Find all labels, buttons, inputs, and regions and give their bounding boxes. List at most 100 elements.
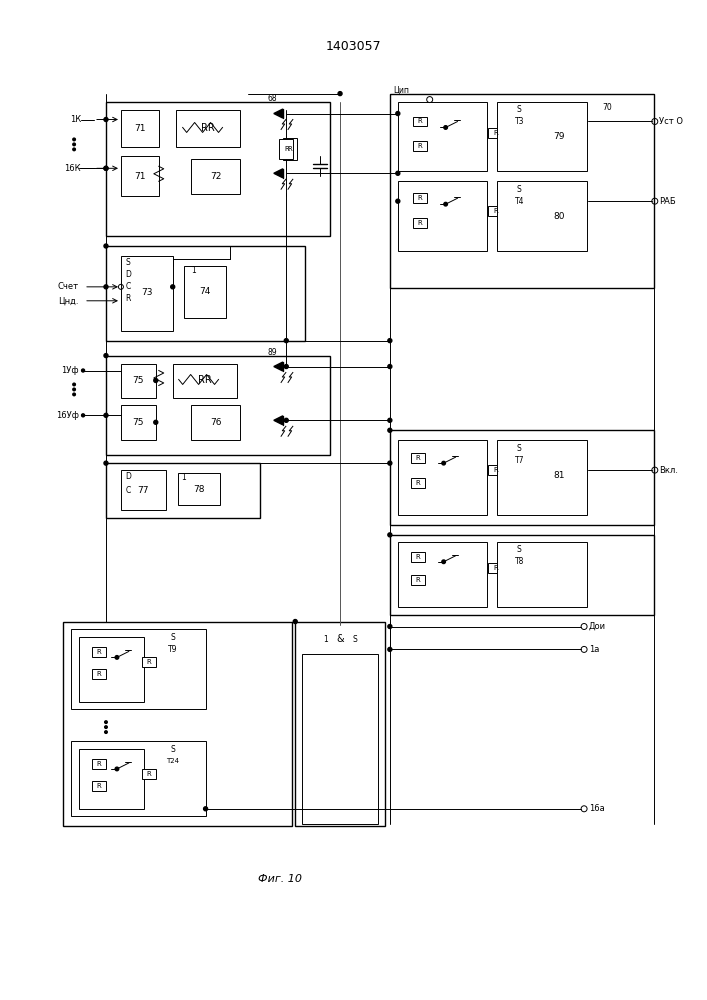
Text: 16К: 16К <box>64 164 81 173</box>
Bar <box>411 478 425 488</box>
Text: RR: RR <box>201 123 214 133</box>
Circle shape <box>115 656 119 659</box>
Circle shape <box>396 112 400 116</box>
Text: R: R <box>288 146 293 152</box>
Bar <box>173 364 238 398</box>
Circle shape <box>204 807 208 811</box>
Circle shape <box>442 461 445 465</box>
Bar <box>92 759 106 769</box>
Text: R: R <box>417 118 422 124</box>
Circle shape <box>388 339 392 343</box>
Circle shape <box>284 339 288 343</box>
Bar <box>398 542 487 607</box>
Bar <box>177 473 220 505</box>
Polygon shape <box>274 362 283 371</box>
Text: 80: 80 <box>554 212 565 221</box>
Bar <box>142 657 156 667</box>
Text: 1Уф: 1Уф <box>62 366 79 375</box>
Text: R: R <box>97 761 101 767</box>
Text: C: C <box>125 486 131 495</box>
Text: Вкл.: Вкл. <box>659 466 678 475</box>
Bar <box>106 246 305 341</box>
Bar <box>413 193 427 203</box>
Text: 73: 73 <box>141 288 153 297</box>
Text: R: R <box>97 783 101 789</box>
Bar <box>489 128 503 138</box>
Bar <box>71 629 206 709</box>
Text: R: R <box>416 577 420 583</box>
Text: Цип: Цип <box>393 85 409 94</box>
Bar <box>390 535 654 615</box>
Polygon shape <box>274 109 283 118</box>
Circle shape <box>104 354 108 358</box>
Text: T9: T9 <box>168 645 177 654</box>
Text: 68: 68 <box>267 94 277 103</box>
Circle shape <box>293 620 297 624</box>
Text: S: S <box>517 185 522 194</box>
Circle shape <box>388 418 392 422</box>
Bar <box>63 622 292 826</box>
Text: R: R <box>493 208 498 214</box>
Circle shape <box>73 138 76 141</box>
Polygon shape <box>274 416 283 425</box>
Text: 1403057: 1403057 <box>325 40 381 53</box>
Text: RR: RR <box>198 375 211 385</box>
Circle shape <box>104 166 108 170</box>
Bar <box>284 138 297 160</box>
Text: Уст О: Уст О <box>659 117 683 126</box>
Bar <box>121 405 156 440</box>
Bar <box>279 139 293 159</box>
Circle shape <box>444 126 448 129</box>
Text: T4: T4 <box>515 197 524 206</box>
Circle shape <box>442 560 445 564</box>
Bar <box>398 102 487 171</box>
Text: 81: 81 <box>554 471 565 480</box>
Circle shape <box>105 731 107 733</box>
Text: D: D <box>125 270 131 279</box>
Circle shape <box>73 383 76 386</box>
Text: S: S <box>517 545 522 554</box>
Circle shape <box>104 285 108 289</box>
Text: S: S <box>353 635 357 644</box>
Bar <box>106 102 330 236</box>
Bar <box>191 405 240 440</box>
Bar <box>79 637 144 702</box>
Text: T7: T7 <box>515 456 524 465</box>
Bar <box>413 218 427 228</box>
Bar <box>121 364 156 398</box>
Bar <box>121 110 159 147</box>
Circle shape <box>73 143 76 146</box>
Circle shape <box>338 92 342 96</box>
Text: 71: 71 <box>134 124 146 133</box>
Polygon shape <box>274 169 283 178</box>
Text: R: R <box>417 220 422 226</box>
Circle shape <box>104 244 108 248</box>
Text: Цнд.: Цнд. <box>59 296 79 305</box>
Circle shape <box>104 413 108 417</box>
Bar <box>398 440 487 515</box>
Bar <box>489 206 503 216</box>
Text: T8: T8 <box>515 557 524 566</box>
Circle shape <box>170 285 175 289</box>
Bar <box>121 256 173 331</box>
Bar <box>398 181 487 251</box>
Text: 79: 79 <box>554 132 565 141</box>
Circle shape <box>104 118 108 121</box>
Circle shape <box>73 148 76 151</box>
Text: R: R <box>417 143 422 149</box>
Circle shape <box>388 428 392 432</box>
Text: 1: 1 <box>181 473 186 482</box>
Text: 70: 70 <box>602 103 612 112</box>
Bar <box>498 102 587 171</box>
Bar <box>176 110 240 147</box>
Bar <box>413 117 427 126</box>
Circle shape <box>81 369 85 372</box>
Circle shape <box>154 420 158 424</box>
Bar <box>489 563 503 573</box>
Bar <box>142 769 156 779</box>
Bar <box>92 781 106 791</box>
Text: R: R <box>493 467 498 473</box>
Text: R: R <box>97 671 101 677</box>
Bar <box>184 266 226 318</box>
Text: R: R <box>417 195 422 201</box>
